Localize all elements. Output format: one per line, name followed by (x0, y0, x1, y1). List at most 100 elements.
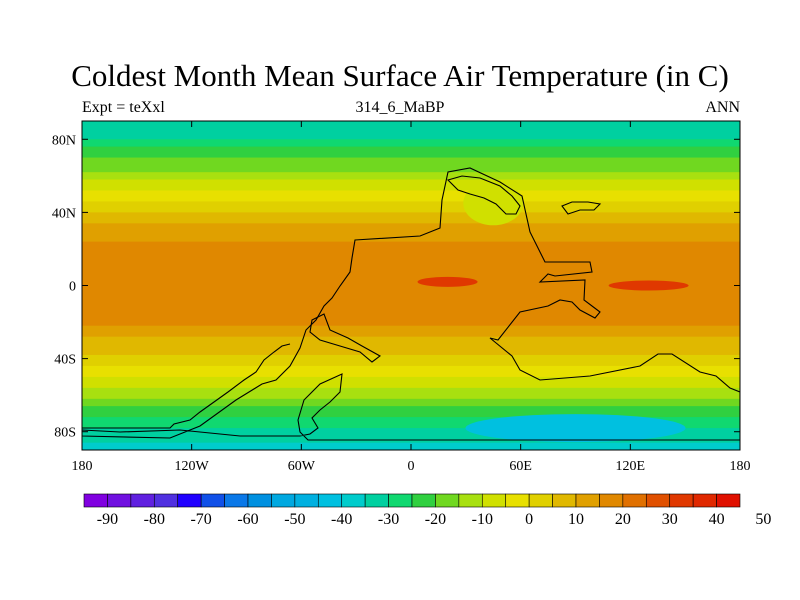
temperature-band (82, 311, 740, 316)
temperature-band (82, 278, 740, 283)
colorbar-swatch (247, 493, 272, 508)
colorbar-swatch (481, 493, 507, 508)
temperature-band (82, 183, 740, 188)
temperature-band (82, 384, 740, 389)
temperature-band (82, 358, 740, 363)
colorbar-label: 50 (755, 511, 771, 528)
temperature-band (82, 131, 740, 137)
experiment-label: Expt = teXxl (82, 99, 165, 116)
temperature-band (82, 329, 740, 334)
colorbar-swatch (364, 493, 389, 508)
temperature-band (82, 259, 740, 265)
colorbar-swatch (317, 493, 343, 508)
colorbar-swatch (716, 493, 741, 508)
y-tick-label: 0 (69, 280, 76, 295)
temperature-band (82, 219, 740, 224)
temperature-band (82, 406, 740, 411)
x-tick-label: 60E (509, 459, 532, 474)
temperature-band (82, 343, 740, 349)
temperature-band (82, 439, 740, 444)
temperature-band (82, 376, 740, 382)
temperature-band (82, 241, 740, 246)
temperature-band (82, 387, 740, 393)
temperature-band (82, 179, 740, 184)
colorbar-label: -30 (378, 511, 399, 528)
time-period-label: 314_6_MaBP (355, 99, 445, 116)
temperature-band (82, 362, 740, 367)
temperature-band (82, 413, 740, 418)
temperature-band (82, 186, 740, 192)
y-tick-label: 80S (54, 426, 76, 441)
x-tick-label: 0 (408, 459, 415, 474)
colorbar-swatch (692, 493, 717, 508)
temperature-band (82, 289, 740, 294)
temperature-band (82, 248, 740, 254)
x-tick-label: 120E (616, 459, 646, 474)
temperature-band (82, 417, 740, 422)
season-label: ANN (705, 99, 740, 116)
west-coast-stub (82, 343, 291, 429)
colorbar-swatch (505, 493, 530, 508)
temperature-band (82, 409, 740, 415)
temperature-band (82, 270, 740, 276)
colorbar-swatch (177, 493, 202, 508)
colorbar-label: 0 (525, 511, 533, 528)
temperature-band (82, 435, 740, 440)
temperature-band (82, 142, 740, 148)
temperature-band (82, 267, 740, 272)
warm-pool (608, 280, 689, 291)
pangea-coastline (82, 167, 740, 441)
temperature-band (82, 128, 740, 133)
colorbar-swatch (130, 493, 155, 508)
polar-cold-core (465, 414, 686, 443)
colorbar-swatch (669, 493, 694, 508)
colorbar-swatch (388, 493, 413, 508)
colorbar-swatch (107, 493, 132, 508)
northern-cold-anomaly (463, 181, 524, 226)
colorbar-swatch (153, 493, 179, 508)
colorbar-swatch (294, 493, 319, 508)
temperature-band (82, 256, 740, 261)
temperature-band (82, 340, 740, 345)
temperature-band (82, 157, 740, 162)
colorbar-swatch (458, 493, 483, 508)
colorbar-swatch (435, 493, 460, 508)
temperature-band (82, 347, 740, 352)
temperature-band (82, 380, 740, 385)
temperature-band (82, 263, 740, 268)
temperature-band (82, 205, 740, 210)
temperature-band (82, 365, 740, 371)
colorbar-swatch (271, 493, 296, 508)
temperature-band (82, 252, 740, 257)
y-tick-label: 80N (52, 133, 76, 148)
colorbar-swatch (645, 493, 671, 508)
temperature-band (82, 281, 740, 287)
temperature-band (82, 402, 740, 407)
temperature-band (82, 424, 740, 429)
colorbar-label: 20 (615, 511, 631, 528)
colorbar-swatch (528, 493, 553, 508)
colorbar-swatch (575, 493, 600, 508)
temperature-band (82, 223, 740, 228)
x-tick-label: 120W (175, 459, 210, 474)
coastlines (82, 167, 740, 441)
continental-hot-spot (417, 276, 478, 287)
temperature-band (82, 197, 740, 203)
temperature-band (82, 190, 740, 195)
temperature-band (82, 300, 740, 305)
x-tick-label: 180 (72, 459, 93, 474)
temperature-band (82, 168, 740, 173)
temperature-band (82, 303, 740, 309)
temperature-band (82, 314, 740, 319)
colorbar: -90 -80 -70 -60 -50 -40 -30 -20 -10 0 10 20 30 40 50 (83, 493, 771, 528)
temperature-band (82, 153, 740, 159)
colorbar-label: -40 (331, 511, 352, 528)
temperature-band (82, 161, 740, 166)
colorbar-swatch (83, 493, 108, 508)
temperature-band (82, 194, 740, 199)
colorbar-label: -60 (237, 511, 258, 528)
temperature-band (82, 354, 740, 360)
x-tick-label: 60W (288, 459, 316, 474)
colorbar-label: -50 (284, 511, 305, 528)
